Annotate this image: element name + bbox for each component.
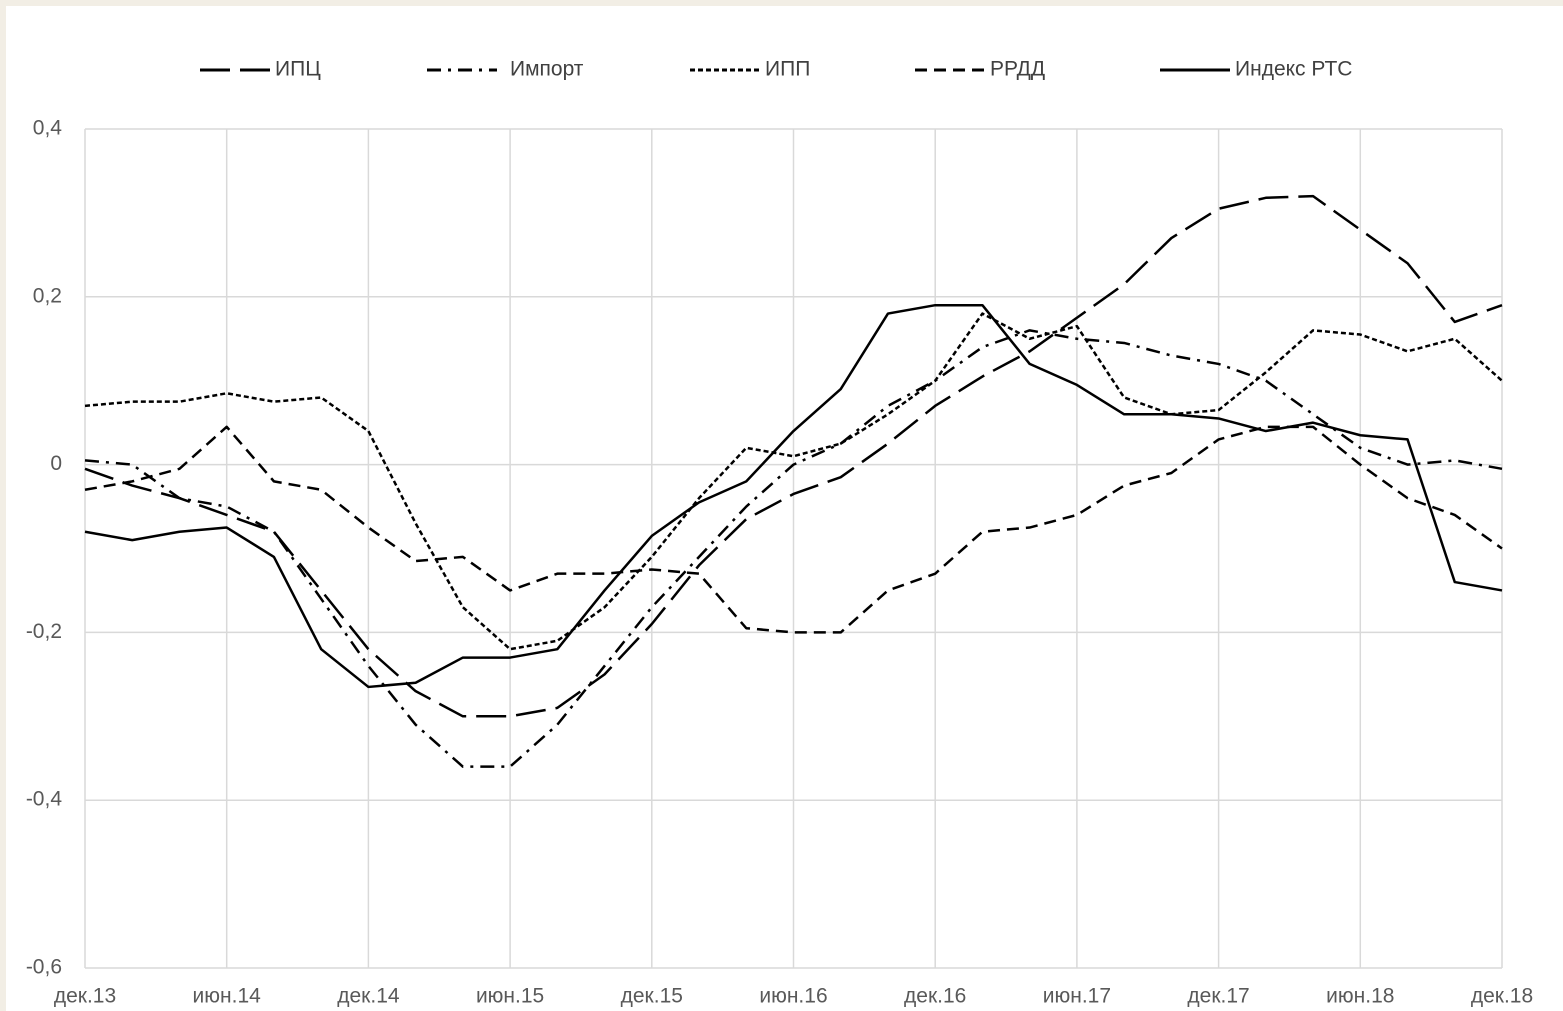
legend-label: Импорт [510, 58, 584, 81]
y-tick-label: 0,2 [33, 284, 62, 307]
x-tick-label: дек.17 [1187, 985, 1249, 1008]
x-tick-label: июн.17 [1043, 985, 1111, 1008]
x-tick-label: июн.15 [476, 985, 544, 1008]
x-tick-label: дек.14 [337, 985, 400, 1008]
x-tick-label: дек.15 [621, 985, 683, 1008]
y-tick-label: 0 [50, 452, 62, 475]
y-tick-label: -0,4 [26, 788, 63, 811]
y-tick-label: 0,4 [33, 117, 63, 140]
y-tick-label: -0,2 [26, 620, 62, 643]
x-tick-label: дек.16 [904, 985, 966, 1008]
x-tick-label: июн.16 [759, 985, 827, 1008]
series-line [84, 303, 1503, 689]
x-tick-label: дек.13 [54, 985, 116, 1008]
x-tick-label: июн.14 [193, 985, 262, 1008]
chart-area [6, 6, 1563, 1011]
series-line [84, 312, 1503, 651]
y-tick-label: -0,6 [26, 956, 62, 979]
x-tick-label: дек.18 [1471, 985, 1533, 1008]
series-line [84, 194, 1503, 718]
legend-label: РРДД [990, 58, 1045, 81]
legend-label: Индекс РТС [1235, 58, 1352, 81]
series-line [84, 329, 1503, 768]
x-tick-label: июн.18 [1326, 985, 1394, 1008]
legend-label: ИПЦ [275, 58, 321, 81]
legend-label: ИПП [765, 58, 810, 81]
